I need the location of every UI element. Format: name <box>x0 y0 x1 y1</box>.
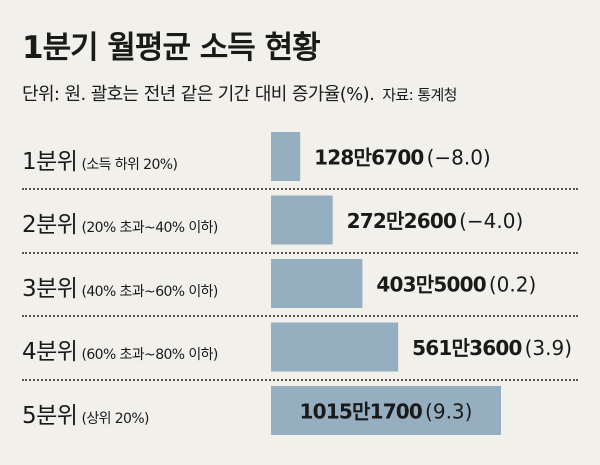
category-note: (상위 20%) <box>81 410 149 427</box>
row-divider <box>22 315 578 317</box>
data-label: 403만5000 (0.2) <box>376 273 536 297</box>
change-label: (3.9) <box>525 336 572 360</box>
data-label: 1015만1700 (9.3) <box>300 400 473 424</box>
category-name: 1분위 <box>22 148 78 175</box>
category-note: (60% 초과~80% 이하) <box>81 347 218 363</box>
data-label: 272만2600 (−4.0) <box>347 209 524 233</box>
value-label: 128만6700 <box>314 146 423 170</box>
category-label: 5분위 (상위 20%) <box>22 396 150 430</box>
category-note: (소득 하위 20%) <box>81 156 178 173</box>
category-name: 4분위 <box>22 339 78 365</box>
category-note: (40% 초과~60% 이하) <box>81 283 218 300</box>
category-note: (20% 초과~40% 이하) <box>81 220 218 236</box>
change-label: (0.2) <box>489 273 536 297</box>
value-label: 272만2600 <box>347 209 456 233</box>
row-divider <box>22 378 578 381</box>
change-label: (−4.0) <box>459 209 523 233</box>
value-label: 1015만1700 <box>300 400 423 424</box>
source-note: 자료: 통계청 <box>382 86 457 104</box>
chart-subtitle: 단위: 원. 괄호는 전년 같은 기간 대비 증가율(%). 자료: 통계청 <box>22 80 457 106</box>
row-divider <box>22 251 578 254</box>
chart-title: 1분기 월평균 소득 현황 <box>22 30 321 66</box>
category-label: 2분위 (20% 초과~40% 이하) <box>22 205 218 239</box>
bar <box>271 322 399 372</box>
category-name: 2분위 <box>22 212 78 238</box>
unit-note: 단위: 원. 괄호는 전년 같은 기간 대비 증가율(%). <box>22 84 375 105</box>
data-label: 561만3600 (3.9) <box>412 336 572 360</box>
category-label: 3분위 (40% 초과~60% 이하) <box>22 269 218 303</box>
category-name: 5분위 <box>22 402 78 429</box>
value-label: 561만3600 <box>412 336 521 360</box>
change-label: (−8.0) <box>427 146 491 170</box>
bar <box>271 195 333 245</box>
row-divider <box>22 188 578 190</box>
value-label: 403만5000 <box>376 273 485 297</box>
bar <box>271 132 301 181</box>
bar <box>271 386 501 435</box>
data-label: 128만6700 (−8.0) <box>314 146 491 170</box>
category-label: 1분위 (소득 하위 20%) <box>22 142 178 176</box>
category-label: 4분위 (60% 초과~80% 이하) <box>22 332 218 366</box>
change-label: (9.3) <box>425 400 472 424</box>
bar <box>271 259 363 308</box>
category-name: 3분위 <box>22 275 78 302</box>
